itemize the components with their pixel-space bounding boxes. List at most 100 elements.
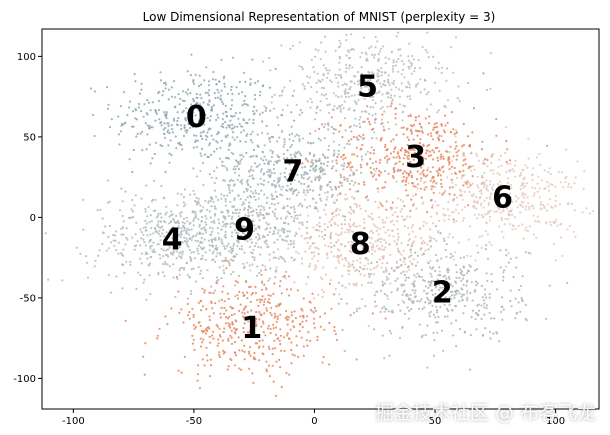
point	[410, 300, 414, 304]
point	[243, 358, 246, 361]
point	[409, 260, 412, 263]
point	[320, 166, 323, 169]
point	[349, 265, 352, 268]
point	[407, 65, 410, 69]
point	[301, 205, 304, 208]
point	[240, 182, 244, 185]
point	[397, 303, 400, 306]
point	[405, 176, 408, 179]
point	[237, 274, 241, 277]
point	[125, 260, 128, 263]
point	[466, 296, 469, 300]
point	[199, 204, 202, 207]
point	[290, 341, 293, 344]
point	[525, 226, 528, 229]
point	[168, 229, 171, 232]
point	[319, 315, 322, 318]
point	[520, 201, 523, 204]
point	[401, 119, 404, 122]
point	[444, 189, 447, 192]
point	[149, 245, 152, 248]
point	[144, 342, 147, 345]
point	[490, 273, 493, 276]
point	[376, 40, 379, 43]
point	[359, 148, 362, 151]
point	[195, 93, 198, 96]
point	[409, 298, 412, 301]
point	[337, 261, 341, 264]
point	[298, 152, 302, 155]
point	[451, 178, 454, 181]
point	[335, 338, 339, 342]
point	[419, 138, 422, 141]
point	[204, 113, 207, 117]
point	[257, 245, 260, 248]
point	[440, 178, 443, 181]
point	[266, 300, 270, 304]
point	[452, 218, 455, 221]
point	[227, 148, 230, 151]
point	[326, 195, 329, 199]
point	[379, 203, 383, 206]
point	[370, 45, 373, 48]
point	[251, 174, 254, 177]
point	[190, 103, 193, 106]
point	[320, 86, 324, 89]
point	[252, 192, 255, 195]
point	[362, 94, 365, 97]
point	[256, 265, 259, 268]
point	[378, 70, 381, 73]
point	[219, 146, 222, 149]
point	[243, 238, 247, 242]
point	[448, 296, 451, 299]
point	[181, 253, 184, 256]
point	[357, 71, 360, 74]
point	[503, 269, 506, 272]
point	[253, 258, 256, 262]
point	[199, 246, 203, 249]
point	[172, 242, 175, 245]
point	[89, 87, 92, 90]
point	[157, 232, 161, 235]
point	[232, 244, 235, 247]
point	[562, 186, 565, 189]
point	[352, 173, 355, 176]
point	[365, 81, 368, 84]
point	[285, 178, 288, 181]
point	[363, 221, 366, 224]
point	[293, 153, 296, 156]
point	[522, 182, 525, 185]
point	[199, 103, 202, 106]
point	[568, 224, 571, 227]
point	[417, 275, 421, 278]
point	[305, 282, 308, 286]
point	[334, 128, 337, 131]
point	[361, 158, 364, 161]
point	[229, 225, 232, 229]
cluster-points-0	[89, 53, 312, 219]
point	[194, 103, 197, 106]
point	[374, 46, 377, 49]
point	[350, 138, 353, 141]
point	[307, 214, 310, 217]
point	[283, 228, 286, 231]
point	[199, 152, 202, 155]
point	[345, 259, 348, 262]
point	[524, 303, 527, 306]
point	[274, 333, 278, 336]
point	[314, 176, 317, 179]
point	[348, 87, 351, 90]
point	[344, 198, 347, 201]
point	[535, 236, 538, 239]
cluster-label-2: 2	[432, 275, 453, 310]
point	[406, 294, 409, 297]
point	[524, 184, 527, 188]
point	[352, 222, 355, 225]
point	[380, 74, 383, 77]
point	[177, 117, 180, 120]
point	[462, 144, 465, 147]
point	[355, 307, 359, 310]
point	[509, 183, 512, 186]
point	[243, 294, 246, 297]
point	[168, 215, 171, 218]
